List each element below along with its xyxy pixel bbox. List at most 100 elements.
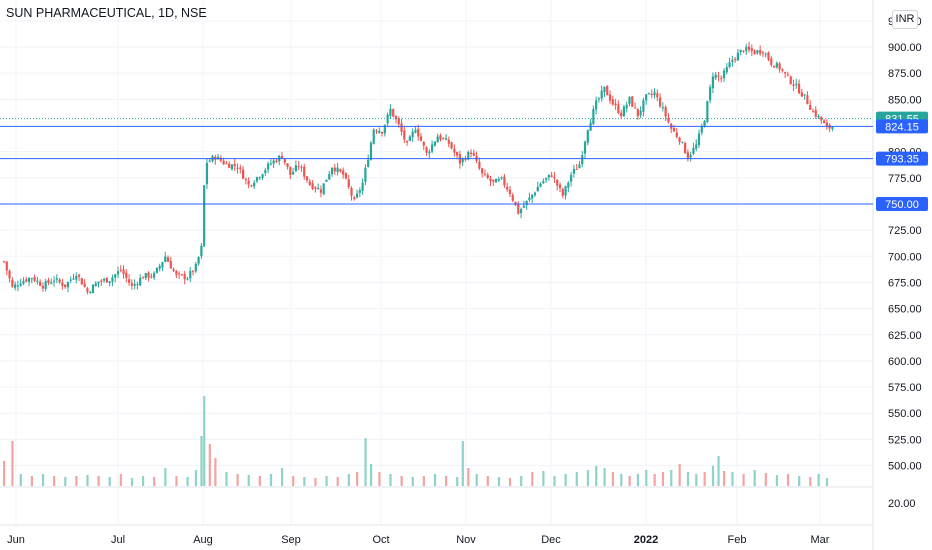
candle-body bbox=[255, 177, 259, 182]
candle-body bbox=[486, 174, 489, 179]
candle-body bbox=[339, 169, 342, 172]
volume-bar bbox=[203, 396, 206, 486]
volume-bar bbox=[269, 474, 273, 486]
volume-bar bbox=[236, 474, 239, 486]
candle-body bbox=[378, 131, 381, 133]
candle-body bbox=[403, 130, 406, 140]
candle-body bbox=[678, 137, 681, 143]
candle-body bbox=[433, 141, 436, 146]
volume-bar bbox=[603, 468, 606, 486]
candle-body bbox=[228, 163, 231, 168]
candle-body bbox=[506, 186, 509, 190]
candle-body bbox=[603, 86, 606, 93]
candle-body bbox=[556, 179, 559, 186]
candle-body bbox=[809, 104, 812, 110]
candle-body bbox=[303, 166, 306, 177]
candle-body bbox=[183, 274, 186, 280]
candle-body bbox=[700, 125, 703, 133]
candle-body bbox=[114, 274, 117, 278]
volume-bar bbox=[742, 474, 745, 486]
candle-body bbox=[592, 109, 595, 125]
candle-body bbox=[414, 130, 417, 133]
candle-body bbox=[80, 278, 83, 285]
candle-body bbox=[55, 278, 58, 280]
candle-body bbox=[642, 100, 645, 112]
candle-body bbox=[308, 181, 311, 185]
volume-bar bbox=[542, 471, 545, 486]
time-tick-label: Mar bbox=[811, 534, 830, 546]
candle-body bbox=[158, 265, 161, 269]
candle-body bbox=[358, 190, 361, 193]
candle-body bbox=[823, 120, 826, 124]
candle-body bbox=[347, 179, 350, 188]
candle-body bbox=[436, 136, 439, 143]
volume-bar bbox=[356, 472, 359, 486]
candle-body bbox=[253, 182, 256, 187]
candle-body bbox=[778, 63, 781, 70]
candle-body bbox=[239, 167, 242, 169]
candle-body bbox=[5, 261, 8, 271]
candle-body bbox=[736, 52, 740, 61]
candle-body bbox=[714, 74, 717, 79]
candle-body bbox=[16, 285, 19, 287]
candle-body bbox=[581, 155, 584, 165]
candle-body bbox=[66, 281, 70, 288]
candle-body bbox=[742, 50, 745, 52]
candle-body bbox=[175, 270, 178, 275]
candle-body bbox=[550, 175, 553, 177]
volume-bar bbox=[119, 474, 122, 486]
candle-body bbox=[770, 58, 773, 65]
candle-body bbox=[695, 144, 698, 149]
candle-body bbox=[11, 279, 14, 287]
candle-body bbox=[672, 128, 676, 132]
candle-body bbox=[425, 147, 428, 153]
currency-button[interactable]: INR bbox=[892, 10, 918, 29]
candle-body bbox=[575, 168, 578, 170]
volume-bar bbox=[775, 475, 779, 486]
volume-bar bbox=[30, 476, 33, 486]
candle-body bbox=[545, 177, 548, 180]
candle-body bbox=[711, 76, 714, 89]
candle-body bbox=[350, 187, 353, 196]
candle-body bbox=[753, 50, 756, 55]
candle-body bbox=[572, 168, 575, 174]
volume-bar bbox=[809, 477, 812, 486]
time-tick-label: Oct bbox=[372, 534, 389, 546]
candle-body bbox=[258, 177, 261, 179]
candle-body bbox=[372, 129, 375, 144]
candle-body bbox=[155, 267, 158, 273]
candle-body bbox=[622, 106, 626, 117]
price-tag-box bbox=[876, 151, 928, 166]
candle-body bbox=[658, 97, 662, 107]
candle-body bbox=[105, 277, 108, 283]
candle-body bbox=[625, 104, 628, 109]
candle-body bbox=[514, 201, 517, 205]
volume-bar bbox=[247, 475, 250, 486]
candle-body bbox=[786, 74, 790, 76]
candle-body bbox=[447, 139, 450, 144]
candle-body bbox=[14, 284, 17, 288]
candle-body bbox=[41, 286, 45, 289]
candle-body bbox=[39, 281, 42, 286]
candle-body bbox=[194, 263, 197, 272]
volume-bar bbox=[389, 474, 392, 486]
volume-bar bbox=[695, 474, 698, 486]
candle-body bbox=[567, 182, 570, 188]
volume-bar bbox=[717, 456, 720, 486]
candle-body bbox=[684, 143, 687, 154]
candle-body bbox=[128, 279, 131, 283]
candle-body bbox=[734, 58, 737, 60]
candle-body bbox=[397, 118, 400, 125]
price-tick-label: 600.00 bbox=[888, 356, 922, 368]
candle-body bbox=[286, 163, 289, 167]
volume-bar bbox=[11, 441, 14, 486]
candle-body bbox=[394, 116, 398, 120]
candle-body bbox=[64, 284, 67, 288]
candle-body bbox=[330, 167, 334, 175]
volume-bar bbox=[186, 477, 189, 486]
candle-body bbox=[52, 280, 56, 282]
volume-bar bbox=[108, 477, 111, 486]
candle-body bbox=[280, 156, 284, 159]
candle-body bbox=[639, 110, 642, 116]
